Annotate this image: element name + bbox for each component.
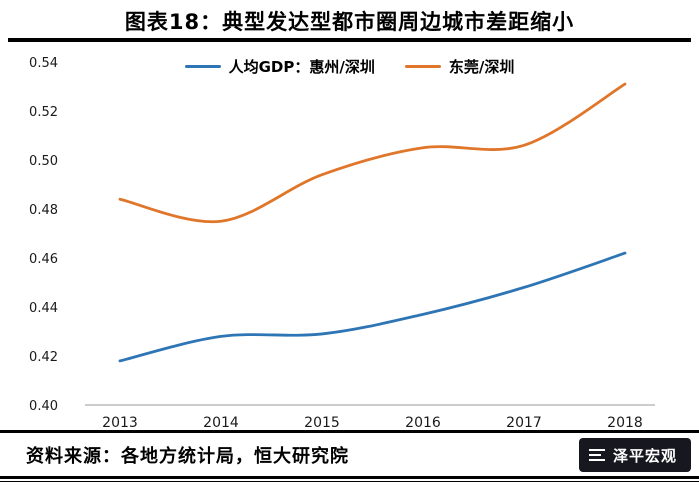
line-chart: 0.40 0.42 0.44 0.46 0.48 0.50 0.52 0.54 2013 2014… xyxy=(29,56,655,431)
y-tick-label: 0.52 xyxy=(29,105,58,120)
watermark-text: 泽平宏观 xyxy=(612,446,677,465)
legend-item: 人均GDP：惠州/深圳 xyxy=(184,56,375,77)
bottom-divider-thick xyxy=(0,476,699,479)
x-tick-label: 2013 xyxy=(102,415,138,430)
y-tick-label: 0.50 xyxy=(29,154,58,169)
bottom-divider-thin xyxy=(0,481,699,482)
chart-legend: 人均GDP：惠州/深圳 东莞/深圳 xyxy=(0,56,699,77)
source-text: 资料来源：各地方统计局，恒大研究院 xyxy=(26,446,349,467)
x-tick-label: 2015 xyxy=(304,415,340,430)
legend-line-swatch-icon xyxy=(184,65,221,68)
legend-label: 人均GDP：惠州/深圳 xyxy=(228,58,375,76)
chart-area: 人均GDP：惠州/深圳 东莞/深圳 0.40 0.42 0.44 0.46 0.48 0.5… xyxy=(0,42,699,431)
bottom-divider xyxy=(0,476,699,482)
legend-item: 东莞/深圳 xyxy=(404,56,515,77)
y-tick-label: 0.46 xyxy=(29,252,58,267)
legend-label: 东莞/深圳 xyxy=(448,58,515,76)
x-tick-label: 2017 xyxy=(506,415,542,430)
y-tick-label: 0.54 xyxy=(29,56,58,71)
x-tick-label: 2016 xyxy=(405,415,441,430)
footer-divider xyxy=(0,430,699,433)
x-tick-label: 2014 xyxy=(203,415,239,430)
page-title: 图表18：典型发达型都市圈周边城市差距缩小 xyxy=(124,10,575,34)
series-line xyxy=(118,251,627,363)
y-tick-label: 0.42 xyxy=(29,350,58,365)
y-tick-label: 0.40 xyxy=(29,399,58,414)
footer: 资料来源：各地方统计局，恒大研究院 泽平宏观 xyxy=(0,437,699,473)
legend-line-swatch-icon xyxy=(404,65,441,68)
x-tick-label: 2018 xyxy=(607,415,643,430)
y-tick-label: 0.48 xyxy=(29,203,58,218)
y-tick-label: 0.44 xyxy=(29,301,58,316)
watermark-badge: 泽平宏观 xyxy=(578,438,691,472)
series-line xyxy=(118,82,627,224)
lines-icon xyxy=(588,449,605,461)
title-divider xyxy=(8,38,691,42)
